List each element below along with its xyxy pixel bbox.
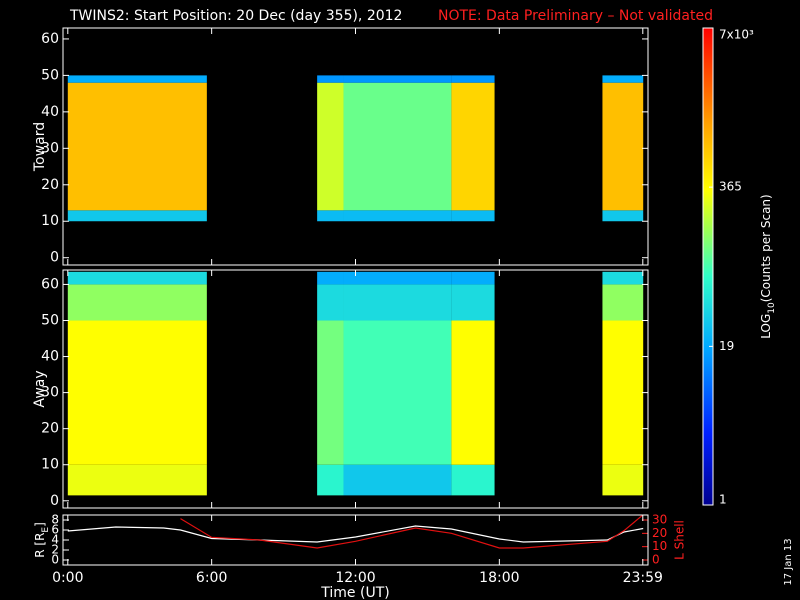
y2-tick-label: 10 (652, 539, 667, 553)
y2-tick-label: 30 (652, 513, 667, 527)
heat-cell (602, 82, 644, 211)
series-line (180, 515, 644, 549)
series-line (67, 525, 644, 543)
colorbar (702, 27, 714, 506)
y-tick-label: 60 (41, 276, 59, 292)
heat-cell (317, 464, 344, 496)
heat-cell (67, 210, 207, 222)
y-tick-label: 40 (41, 104, 59, 120)
heat-cell (451, 464, 495, 496)
y-tick-label: 50 (41, 312, 59, 328)
plot-frame (62, 27, 649, 266)
heat-cell (67, 320, 207, 465)
y-tick-label: 50 (41, 67, 59, 83)
y-axis-label-part: ] (33, 522, 47, 527)
heat-cell (602, 464, 644, 496)
plot-frame (62, 269, 649, 509)
heat-cell (343, 271, 452, 285)
heat-cell (343, 75, 452, 83)
heat-cell (317, 82, 344, 211)
date-stamp: 17 Jan 13 (783, 538, 794, 585)
y-axis-label: Away (32, 370, 48, 407)
heat-cell (451, 320, 495, 465)
heat-cell (451, 210, 495, 222)
y-tick-label: 10 (41, 457, 59, 473)
y-axis-label: R [RE] (33, 522, 51, 558)
colorbar-label-part: LOG (759, 314, 773, 339)
y-tick-label: 40 (41, 349, 59, 365)
y-tick-label: 10 (41, 213, 59, 229)
y-tick-label: 4 (51, 533, 59, 547)
y-tick-label: 2 (51, 543, 59, 557)
x-tick-label: 0:00 (52, 570, 83, 586)
heat-cell (317, 284, 344, 321)
heat-cell (317, 75, 344, 83)
x-tick-label: 23:59 (623, 570, 663, 586)
heat-cell (67, 75, 207, 83)
heat-cell (317, 210, 344, 222)
y2-tick-label: 0 (652, 553, 660, 567)
heat-cell (451, 75, 495, 83)
y-axis-label: Toward (32, 122, 48, 172)
heat-cell (451, 284, 495, 321)
y-tick-label: 6 (51, 523, 59, 537)
heat-cell (602, 284, 644, 321)
y2-axis-label: L Shell (673, 520, 687, 560)
y-axis-label-part: E (41, 527, 51, 533)
x-axis-label: Time (UT) (320, 585, 389, 600)
colorbar-tick-label: 19 (719, 339, 734, 353)
chart-title: TWINS2: Start Position: 20 Dec (day 355)… (69, 8, 402, 24)
heat-cell (602, 320, 644, 465)
y-tick-label: 0 (50, 250, 59, 266)
heat-cell (67, 284, 207, 321)
heat-cell (343, 82, 452, 211)
x-tick-label: 12:00 (335, 570, 375, 586)
heat-cell (67, 271, 207, 285)
heat-cell (343, 210, 452, 222)
heat-cell (67, 82, 207, 211)
colorbar-label: LOG10(Counts per Scan) (759, 194, 777, 338)
heat-cell (317, 271, 344, 285)
y-tick-label: 30 (41, 385, 59, 401)
y2-tick-label: 20 (652, 526, 667, 540)
colorbar-tick-label: 7x10³ (719, 28, 754, 42)
heat-cell (451, 271, 495, 285)
heat-cell (343, 284, 452, 321)
y-tick-label: 0 (51, 553, 59, 567)
x-tick-label: 18:00 (479, 570, 519, 586)
x-tick-label: 6:00 (196, 570, 227, 586)
y-tick-label: 60 (41, 31, 59, 47)
heat-cell (317, 320, 344, 465)
line-layer (67, 515, 644, 549)
heat-cell (602, 271, 644, 285)
heat-cell (67, 464, 207, 496)
heat-cell (343, 464, 452, 496)
y-tick-label: 30 (41, 140, 59, 156)
y-axis-label-part: R [R (33, 533, 47, 558)
heat-cell (343, 320, 452, 465)
colorbar-tick-label: 365 (719, 180, 742, 194)
y-tick-label: 8 (51, 513, 59, 527)
heat-cell (451, 82, 495, 211)
y-tick-label: 20 (41, 177, 59, 193)
colorbar-tick-label: 1 (719, 493, 727, 507)
plot-frame (62, 514, 649, 566)
colorbar-label-part: (Counts per Scan) (759, 194, 773, 302)
heat-cell (602, 210, 644, 222)
colorbar-label-part: 10 (767, 302, 777, 314)
y-tick-label: 20 (41, 421, 59, 437)
y-tick-label: 0 (50, 493, 59, 509)
heat-cell (602, 75, 644, 83)
note: NOTE: Data Preliminary – Not validated (438, 8, 713, 24)
